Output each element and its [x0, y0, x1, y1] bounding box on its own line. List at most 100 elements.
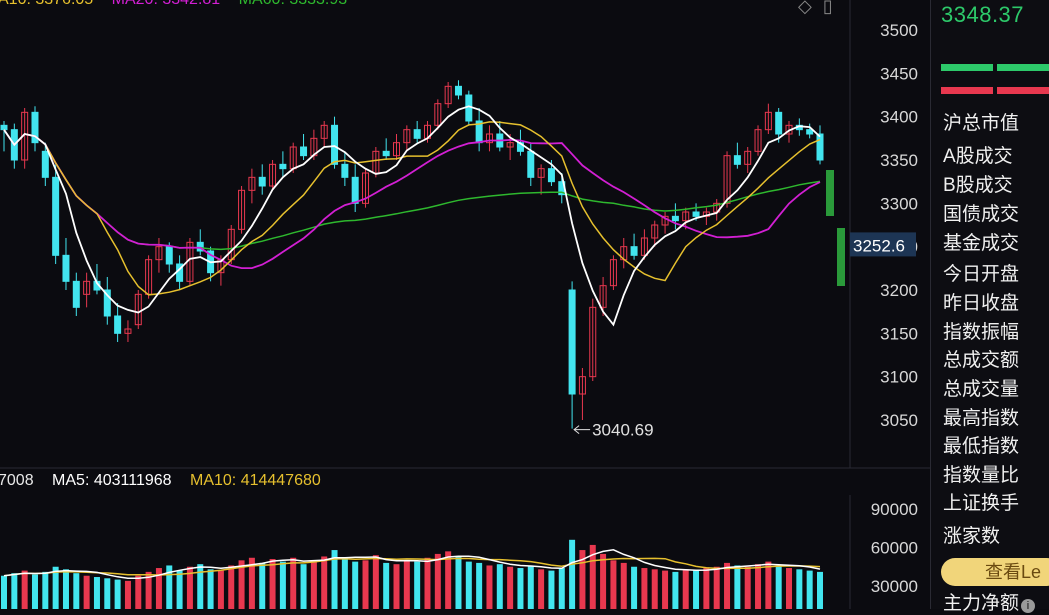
- volume-bar: [21, 570, 28, 609]
- legend-ma20: MA20: 3342.81: [112, 0, 221, 8]
- volume-bar: [259, 562, 266, 609]
- volume-bar: [83, 575, 90, 609]
- candle-down: [568, 289, 576, 395]
- panel-item: 基金成交: [943, 233, 1020, 254]
- volume-bar: [42, 571, 49, 609]
- volume-bar: [186, 566, 193, 609]
- volume-bar: [300, 564, 307, 609]
- volume-bar: [527, 565, 534, 609]
- volume-bar: [104, 578, 111, 609]
- candle-up: [754, 129, 762, 152]
- view-more-button[interactable]: 查看Le: [941, 558, 1049, 586]
- volume-bar: [558, 568, 565, 609]
- price-tick-label: 3500: [880, 21, 918, 40]
- volume-bar: [651, 569, 658, 609]
- volume-bar: [1, 575, 7, 609]
- volume-bar: [507, 566, 514, 609]
- volume-bar: [589, 544, 596, 609]
- volume-bar: [682, 569, 689, 609]
- volume-bar: [538, 569, 545, 609]
- panel-item: 沪总市值: [943, 113, 1020, 134]
- volume-bar: [269, 559, 276, 609]
- volume-bar: [362, 560, 369, 609]
- info-icon[interactable]: i: [1021, 599, 1036, 613]
- candle-up: [589, 306, 597, 378]
- diamond-icon[interactable]: ◇: [798, 0, 812, 16]
- volume-tick-label: 90000: [871, 500, 918, 519]
- candle-up: [578, 376, 586, 395]
- volume-bar: [197, 564, 204, 609]
- candle-down: [62, 254, 70, 282]
- candle-up: [269, 163, 277, 187]
- volume-legend: 7008 MA5: 403111968 MA10: 414447680: [0, 472, 335, 490]
- volume-bar: [217, 570, 224, 609]
- ma-legend-top: A10: 3376.05 MA20: 3342.81 MA60: 3333.93: [0, 0, 361, 9]
- down-ratio-bar-red-1: [941, 87, 993, 94]
- copy-icon[interactable]: ▯: [822, 0, 833, 16]
- candle-down: [341, 163, 349, 178]
- volume-bar: [786, 568, 793, 609]
- volume-bar: [155, 568, 162, 609]
- candle-down: [382, 150, 390, 157]
- current-price-box: [850, 232, 916, 257]
- volume-bar: [579, 550, 586, 609]
- candle-down: [0, 124, 8, 131]
- low-annotation: 3040.69: [592, 421, 653, 440]
- vol-ma5-line: [3, 549, 821, 580]
- candle-up: [682, 211, 690, 222]
- candle-down: [775, 111, 783, 135]
- price-tick-label: 3150: [880, 324, 918, 343]
- candle-up: [83, 280, 91, 295]
- volume-bar: [713, 566, 720, 609]
- volume-bar: [765, 561, 772, 609]
- volume-bar: [806, 570, 813, 609]
- candle-up: [744, 150, 752, 165]
- chart-tool-icons[interactable]: ◇ ▯: [798, 0, 833, 17]
- volume-bar: [476, 562, 483, 609]
- candle-down: [31, 111, 39, 144]
- candle-down: [733, 155, 741, 165]
- price-tick-label: 3400: [880, 108, 918, 127]
- volume-bar: [734, 565, 741, 609]
- price-tick-label: 3200: [880, 281, 918, 300]
- volume-bar: [744, 566, 751, 609]
- volume-bar: [620, 562, 627, 609]
- panel-item: 国债成交: [943, 204, 1020, 225]
- volume-bar: [124, 580, 131, 609]
- indicator-block-2: [837, 228, 845, 286]
- candle-up: [434, 103, 442, 126]
- volume-bar: [693, 570, 700, 609]
- volume-bar: [73, 573, 80, 609]
- candle-down: [465, 94, 473, 122]
- volume-bar: [755, 564, 762, 609]
- candle-down: [413, 129, 421, 139]
- volume-bar: [414, 561, 421, 609]
- vol-ma10-line: [3, 557, 821, 577]
- panel-item: 主力净额 i: [943, 588, 1036, 615]
- volume-bar: [662, 570, 669, 609]
- index-info-panel: 3348.37 沪总市值 A股成交 B股成交 国债成交 基金成交 今日开盘 昨日收盘 指数振幅…: [930, 0, 1049, 614]
- index-value: 3348.37: [941, 2, 1025, 27]
- candle-down: [165, 246, 173, 265]
- price-tick-label: 3050: [880, 411, 918, 430]
- volume-bar: [672, 571, 679, 609]
- candle-down: [454, 85, 462, 96]
- current-price-label: 3252.6: [853, 236, 905, 255]
- volume-bar: [496, 564, 503, 609]
- panel-item: 昨日收盘: [943, 293, 1020, 314]
- volume-bar: [166, 565, 173, 609]
- panel-item: 总成交量: [943, 379, 1020, 400]
- candle-down: [806, 129, 814, 135]
- volume-bar: [434, 553, 441, 609]
- volume-bar: [393, 564, 400, 609]
- volume-bar: [62, 569, 69, 609]
- volume-bar: [238, 560, 245, 609]
- candle-down: [114, 315, 122, 334]
- volume-bar: [331, 550, 338, 609]
- candle-up: [238, 189, 246, 230]
- volume-bar: [135, 575, 142, 609]
- candle-up: [320, 124, 328, 139]
- volume-bar: [455, 556, 462, 609]
- ma20-line: [3, 129, 821, 270]
